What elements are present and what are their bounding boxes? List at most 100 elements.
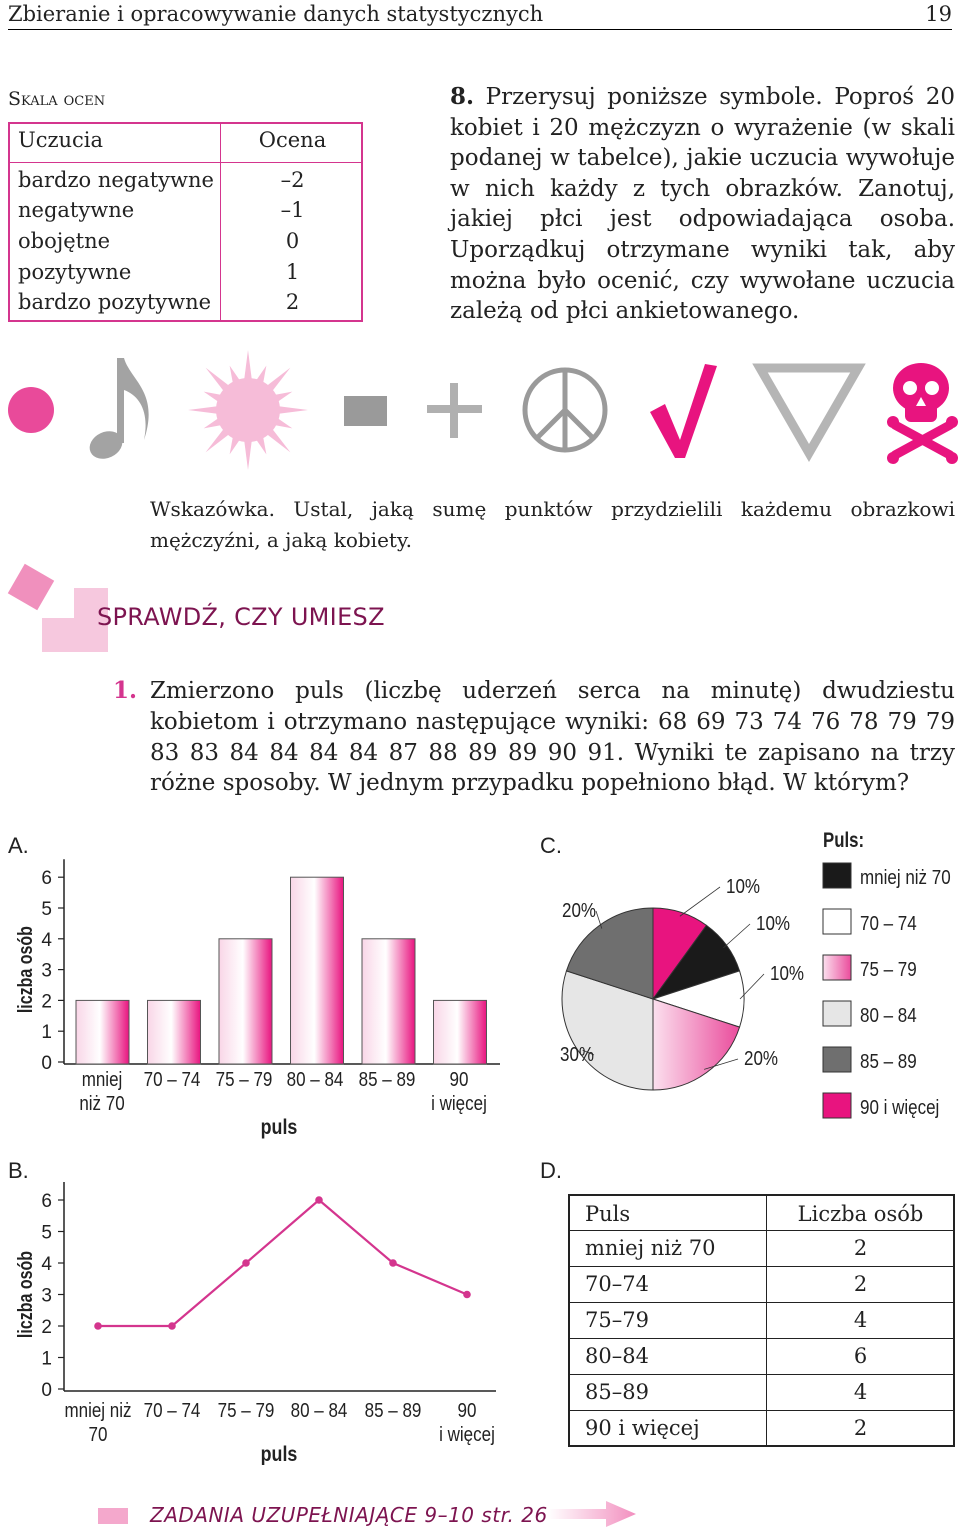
bar (218, 938, 273, 1065)
data-point (315, 1196, 323, 1204)
x-tick-label: niż 70 (79, 1092, 124, 1115)
legend-label: mniej niż 70 (860, 866, 951, 889)
checkmark-icon (650, 364, 717, 458)
sun-ray (203, 391, 223, 403)
sun-ray (255, 435, 267, 455)
task-text: Przerysuj poniższe symbole. Poproś 20 ko… (450, 84, 955, 325)
legend-label: 80 – 84 (860, 1004, 917, 1027)
sun-ray (277, 406, 308, 414)
y-tick-label: 3 (41, 1286, 52, 1307)
y-tick-label: 2 (41, 991, 52, 1012)
x-tick-label: mniej (82, 1068, 123, 1091)
pie-chart: 10% 10% 10% 20% 30% 20% Puls: mniej niż 70 70 – … (560, 829, 951, 1119)
bar (433, 999, 487, 1065)
y-tick-label: 6 (41, 868, 52, 889)
x-tick-label: 75 – 79 (216, 1068, 273, 1091)
table-cell-count: 6 (853, 1344, 868, 1368)
rating-scale-table: Uczucia Ocena bardzo negatywne –2 negaty… (8, 122, 363, 322)
running-header-title: Zbieranie i opracowywanie danych statyst… (8, 2, 544, 26)
pie-slice (561, 970, 654, 1091)
bar (290, 876, 344, 1065)
data-point (94, 1322, 102, 1330)
table-cell-score: 0 (285, 229, 300, 253)
task-8: 8. Przerysuj poniższe symbole. Poproś 20… (450, 82, 955, 327)
triangle-icon (752, 363, 866, 463)
table-cell-range: 75–79 (585, 1308, 649, 1332)
leader-line (582, 1049, 595, 1056)
slice-label: 10% (756, 912, 790, 935)
plus-icon (427, 383, 482, 438)
table-row-divider (570, 1338, 953, 1339)
leader-line (679, 886, 721, 917)
table-cell-score: 2 (285, 290, 300, 314)
table-cell-feeling: negatywne (18, 198, 135, 222)
data-point (242, 1259, 250, 1267)
circle-icon (8, 387, 54, 433)
legend-swatch (822, 954, 852, 981)
slice-label: 30% (560, 1043, 594, 1066)
sun-ray (244, 350, 252, 381)
y-tick-label: 0 (41, 1053, 52, 1074)
table-cell-count: 2 (853, 1272, 868, 1296)
legend-swatch (822, 908, 852, 935)
footer-marker (98, 1508, 128, 1524)
pie-slice (652, 998, 741, 1091)
x-tick-label: 90 (450, 1068, 469, 1091)
y-tick-label: 1 (41, 1349, 52, 1370)
pulse-table: Puls Liczba osób mniej niż 70 2 70–74 2 … (568, 1194, 955, 1447)
chart-label-c: C. (540, 833, 562, 858)
sun-ray (229, 365, 241, 385)
table-cell-count: 2 (853, 1416, 868, 1440)
legend-swatch (822, 1046, 852, 1073)
y-tick-label: 5 (41, 899, 52, 920)
table-header-count: Liczba osób (797, 1202, 924, 1226)
legend-swatch (822, 1000, 852, 1027)
table-column-divider (766, 1196, 767, 1445)
y-tick-label: 4 (41, 1254, 52, 1275)
data-point (168, 1322, 176, 1330)
x-tick-label: 80 – 84 (287, 1068, 344, 1091)
slice-label: 20% (562, 899, 596, 922)
data-point (463, 1290, 471, 1299)
leader-line (595, 910, 603, 929)
table-cell-score: –2 (280, 168, 305, 192)
y-tick-label: 2 (41, 1317, 52, 1338)
table-header-pulse: Puls (585, 1202, 631, 1226)
y-axis-label: liczba osób (14, 926, 36, 1013)
sun-ray (266, 367, 291, 392)
table-cell-score: 1 (285, 260, 300, 284)
x-tick-label: 70 (89, 1423, 108, 1446)
task-number: 8. (450, 83, 475, 110)
table-row-divider (570, 1302, 953, 1303)
task-number: 1. (113, 677, 138, 704)
hint-text: Wskazówka. Ustal, jaką sumę punktów przy… (150, 497, 955, 552)
sun-ray (188, 406, 219, 414)
table-cell-range: 80–84 (585, 1344, 649, 1368)
table-header-score: Ocena (258, 128, 327, 152)
legend-title: Puls: (823, 829, 864, 852)
leader-line (723, 923, 751, 949)
legend-label: 90 i więcej (860, 1096, 939, 1119)
chart-label-b: B. (8, 1158, 29, 1183)
section-title: SPRAWDŹ, CZY UMIESZ (97, 603, 385, 631)
symbols-row (8, 350, 958, 470)
x-tick-label: 75 – 79 (218, 1399, 275, 1422)
x-tick-label: 90 (458, 1399, 477, 1422)
y-tick-label: 5 (41, 1223, 52, 1244)
x-tick-label: i więcej (439, 1423, 495, 1446)
table-row-divider (570, 1374, 953, 1375)
task-1: 1. Zmierzono puls (liczbę uderzeń serca … (113, 676, 955, 799)
chart-label-a: A. (8, 833, 29, 858)
legend-swatch (822, 1092, 852, 1119)
bar (361, 938, 416, 1065)
music-note-icon (89, 358, 149, 459)
table-row-divider (570, 1410, 953, 1411)
table-cell-feeling: bardzo pozytywne (18, 290, 212, 314)
y-tick-label: 3 (41, 961, 52, 982)
y-tick-label: 6 (41, 1191, 52, 1212)
table-cell-count: 4 (853, 1308, 868, 1332)
y-tick-label: 0 (41, 1380, 52, 1401)
footer-reference: ZADANIA UZUPEŁNIAJĄCE 9–10 str. 26 (150, 1503, 548, 1527)
table-row-divider (570, 1230, 953, 1231)
table-cell-score: –1 (280, 198, 305, 222)
